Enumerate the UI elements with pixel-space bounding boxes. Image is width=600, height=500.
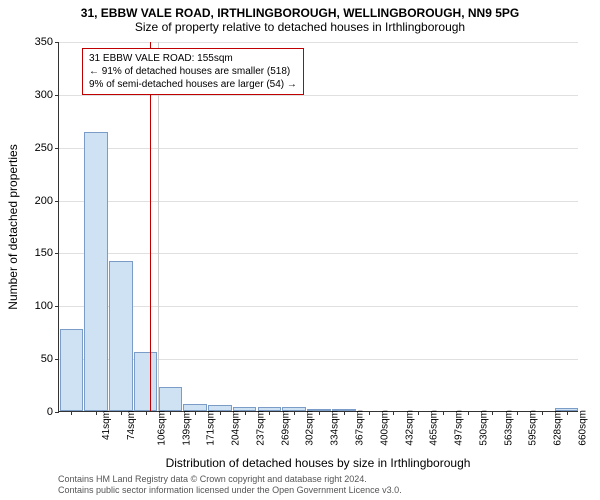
chart-title-main: 31, EBBW VALE ROAD, IRTHLINGBOROUGH, WEL… bbox=[0, 0, 600, 20]
xtick-label: 74sqm bbox=[126, 410, 137, 440]
xtick-mark bbox=[71, 411, 72, 415]
chart-title-sub: Size of property relative to detached ho… bbox=[0, 20, 600, 36]
xtick-label: 41sqm bbox=[101, 410, 112, 440]
annotation-line1: 31 EBBW VALE ROAD: 155sqm bbox=[89, 52, 297, 65]
histogram-bar bbox=[109, 261, 133, 411]
reference-line bbox=[150, 42, 151, 411]
chart-area: 05010015020025030035041sqm74sqm106sqm139… bbox=[58, 42, 578, 412]
xtick-label: 269sqm bbox=[280, 410, 291, 446]
histogram-bar bbox=[84, 132, 108, 411]
x-axis-label: Distribution of detached houses by size … bbox=[166, 456, 471, 470]
xtick-label: 400sqm bbox=[379, 410, 390, 446]
histogram-bar bbox=[159, 387, 183, 411]
ytick-label: 100 bbox=[23, 300, 53, 312]
ytick-label: 350 bbox=[23, 36, 53, 48]
xtick-label: 367sqm bbox=[355, 410, 366, 446]
xtick-mark bbox=[369, 411, 370, 415]
footer-line2: Contains public sector information licen… bbox=[58, 485, 402, 496]
xtick-mark bbox=[418, 411, 419, 415]
xtick-label: 563sqm bbox=[503, 410, 514, 446]
histogram-bar bbox=[134, 352, 158, 411]
ytick-mark bbox=[55, 42, 59, 43]
xtick-mark bbox=[170, 411, 171, 415]
xtick-mark bbox=[344, 411, 345, 415]
xtick-mark bbox=[393, 411, 394, 415]
ytick-mark bbox=[55, 253, 59, 254]
xtick-mark bbox=[195, 411, 196, 415]
xtick-label: 595sqm bbox=[528, 410, 539, 446]
gridline-h bbox=[59, 253, 578, 254]
footer-attribution: Contains HM Land Registry data © Crown c… bbox=[58, 474, 402, 496]
y-axis-label: Number of detached properties bbox=[6, 144, 20, 309]
xtick-mark bbox=[319, 411, 320, 415]
ytick-label: 50 bbox=[23, 353, 53, 365]
annotation-line3: 9% of semi-detached houses are larger (5… bbox=[89, 78, 297, 91]
ytick-label: 200 bbox=[23, 195, 53, 207]
xtick-mark bbox=[517, 411, 518, 415]
xtick-mark bbox=[567, 411, 568, 415]
annotation-box: 31 EBBW VALE ROAD: 155sqm ← 91% of detac… bbox=[82, 48, 304, 95]
histogram-bar bbox=[183, 404, 207, 411]
annotation-line2: ← 91% of detached houses are smaller (51… bbox=[89, 65, 297, 78]
ytick-label: 300 bbox=[23, 89, 53, 101]
xtick-label: 432sqm bbox=[404, 410, 415, 446]
xtick-mark bbox=[269, 411, 270, 415]
ytick-mark bbox=[55, 359, 59, 360]
histogram-bar bbox=[60, 329, 84, 411]
ytick-label: 150 bbox=[23, 247, 53, 259]
xtick-mark bbox=[443, 411, 444, 415]
ytick-mark bbox=[55, 306, 59, 307]
xtick-label: 302sqm bbox=[305, 410, 316, 446]
xtick-label: 497sqm bbox=[454, 410, 465, 446]
ytick-label: 0 bbox=[23, 406, 53, 418]
xtick-mark bbox=[146, 411, 147, 415]
xtick-mark bbox=[542, 411, 543, 415]
ytick-mark bbox=[55, 95, 59, 96]
ytick-mark bbox=[55, 201, 59, 202]
xtick-label: 204sqm bbox=[231, 410, 242, 446]
gridline-h bbox=[59, 42, 578, 43]
ytick-label: 250 bbox=[23, 142, 53, 154]
xtick-label: 139sqm bbox=[181, 410, 192, 446]
xtick-label: 334sqm bbox=[330, 410, 341, 446]
ytick-mark bbox=[55, 412, 59, 413]
xtick-label: 530sqm bbox=[478, 410, 489, 446]
gridline-h bbox=[59, 306, 578, 307]
xtick-label: 465sqm bbox=[429, 410, 440, 446]
xtick-mark bbox=[468, 411, 469, 415]
xtick-label: 660sqm bbox=[577, 410, 588, 446]
xtick-label: 106sqm bbox=[156, 410, 167, 446]
gridline-h bbox=[59, 148, 578, 149]
plot-region: 05010015020025030035041sqm74sqm106sqm139… bbox=[58, 42, 578, 412]
xtick-mark bbox=[294, 411, 295, 415]
footer-line1: Contains HM Land Registry data © Crown c… bbox=[58, 474, 402, 485]
xtick-label: 237sqm bbox=[256, 410, 267, 446]
xtick-mark bbox=[245, 411, 246, 415]
xtick-mark bbox=[96, 411, 97, 415]
xtick-mark bbox=[121, 411, 122, 415]
xtick-label: 171sqm bbox=[206, 410, 217, 446]
gridline-h bbox=[59, 201, 578, 202]
xtick-label: 628sqm bbox=[553, 410, 564, 446]
xtick-mark bbox=[220, 411, 221, 415]
xtick-mark bbox=[492, 411, 493, 415]
ytick-mark bbox=[55, 148, 59, 149]
secondary-reference-line bbox=[158, 42, 159, 411]
